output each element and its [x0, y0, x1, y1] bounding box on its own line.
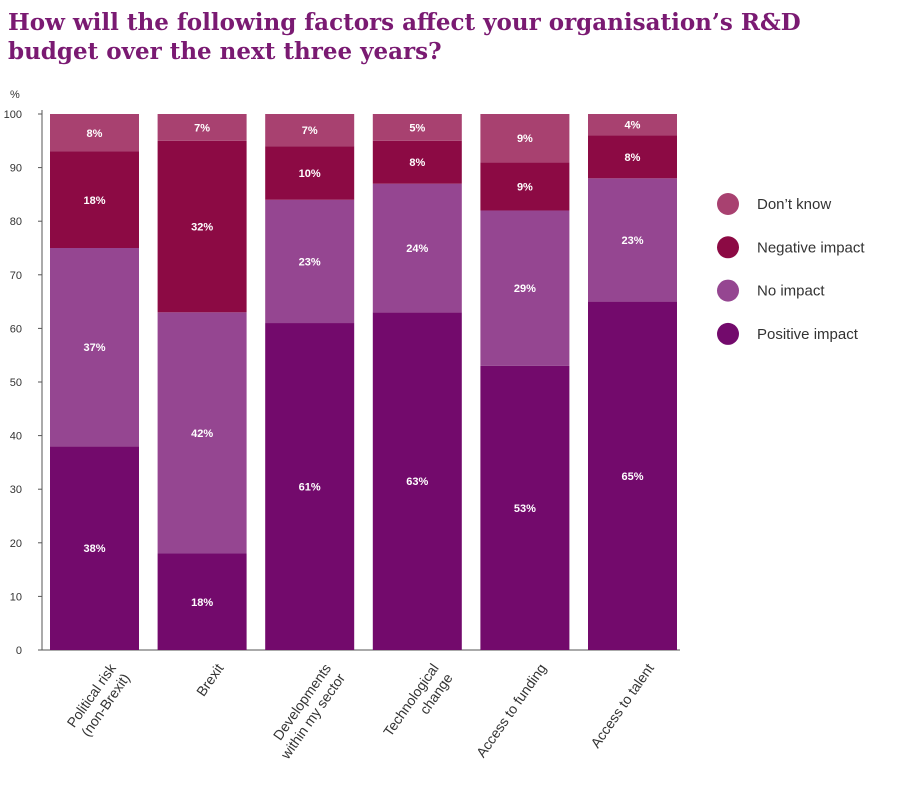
- data-label: 5%: [409, 122, 425, 134]
- data-label: 7%: [194, 122, 210, 134]
- y-tick-label: 60: [10, 323, 22, 335]
- bar-segment: [588, 301, 677, 650]
- data-label: 8%: [625, 152, 641, 164]
- data-label: 9%: [517, 181, 533, 193]
- bar-segment: [480, 210, 570, 366]
- bar-segment: [265, 114, 355, 147]
- legend-swatch: [717, 236, 739, 259]
- bars: [50, 114, 677, 650]
- legend-swatch: [717, 322, 739, 345]
- y-tick-label: 80: [10, 216, 22, 228]
- x-category-label: Access to funding: [473, 661, 549, 761]
- data-label: 61%: [299, 482, 321, 494]
- data-label: 29%: [514, 283, 536, 295]
- bar-segment: [372, 312, 462, 650]
- legend-swatch: [717, 193, 739, 215]
- x-category-label: Developmentswithin my sector: [263, 660, 348, 762]
- data-label: 10%: [299, 168, 321, 180]
- y-axis-unit-label: %: [10, 89, 20, 101]
- data-label: 9%: [517, 133, 533, 145]
- bar-segment: [480, 162, 570, 211]
- data-label: 7%: [302, 125, 318, 137]
- bar-segment: [265, 199, 355, 324]
- y-tick-label: 50: [10, 377, 22, 389]
- data-label: 42%: [191, 428, 213, 440]
- data-label: 18%: [191, 597, 213, 609]
- y-tick-label: 10: [10, 591, 22, 603]
- data-label: 63%: [406, 476, 428, 488]
- data-label: 8%: [409, 157, 425, 169]
- bar-segment: [265, 146, 355, 200]
- x-category-label: Technologicalchange: [380, 660, 456, 749]
- axes: % 0 10 20 30 40 50 60 70 80 90 100: [4, 89, 680, 657]
- data-label: 32%: [191, 222, 213, 234]
- bar-segment: [50, 446, 139, 650]
- chart-title: How will the following factors affect yo…: [8, 9, 801, 65]
- data-label: 23%: [299, 256, 321, 268]
- legend-label: Don’t know: [757, 196, 831, 213]
- bar-segment: [588, 135, 677, 179]
- y-tick-label: 40: [10, 431, 22, 443]
- data-labels: 38% 37% 18% 8% 18% 42% 32% 7% 61% 23% 10% 7% 63% 24% 8…: [83, 120, 643, 609]
- bar-segment: [372, 140, 462, 184]
- x-category-label: Political risk(non-Brexit): [63, 660, 133, 740]
- bar-segment: [157, 140, 247, 313]
- bar-segment: [50, 151, 139, 248]
- data-label: 18%: [83, 195, 105, 207]
- data-label: 4%: [625, 120, 641, 132]
- y-tick-label: 100: [4, 109, 22, 121]
- legend-label: Positive impact: [757, 326, 859, 343]
- category-labels: Political risk(non-Brexit) Brexit Developm…: [63, 660, 657, 763]
- bar-segment: [50, 248, 139, 447]
- data-label: 23%: [621, 235, 643, 247]
- bar-segment: [265, 323, 355, 650]
- data-label: 8%: [87, 128, 103, 140]
- bar-segment: [372, 183, 462, 313]
- bar-segment: [157, 553, 247, 650]
- legend-label: Negative impact: [757, 239, 865, 256]
- x-category-label: Brexit: [193, 660, 227, 699]
- legend-swatch: [717, 279, 739, 302]
- data-label: 24%: [406, 243, 428, 255]
- data-label: 65%: [621, 471, 643, 483]
- legend-label: No impact: [757, 283, 825, 300]
- x-category-label: Access to talent: [587, 660, 657, 750]
- data-label: 53%: [514, 503, 536, 515]
- bar-segment: [480, 365, 570, 650]
- bar-segment: [50, 114, 139, 152]
- legend: Don’t know Negative impact No impact Positi…: [717, 193, 865, 345]
- y-tick-label: 90: [10, 163, 22, 175]
- bar-segment: [588, 178, 677, 302]
- bar-segment: [588, 114, 677, 136]
- bar-segment: [480, 114, 570, 163]
- bar-segment: [157, 114, 247, 141]
- y-tick-label: 20: [10, 538, 22, 550]
- data-label: 37%: [83, 342, 105, 354]
- bar-segment: [157, 312, 247, 554]
- y-tick-label: 30: [10, 484, 22, 496]
- y-tick-label: 70: [10, 270, 22, 282]
- bar-segment: [372, 114, 462, 141]
- data-label: 38%: [83, 543, 105, 555]
- y-tick-label: 0: [16, 645, 22, 657]
